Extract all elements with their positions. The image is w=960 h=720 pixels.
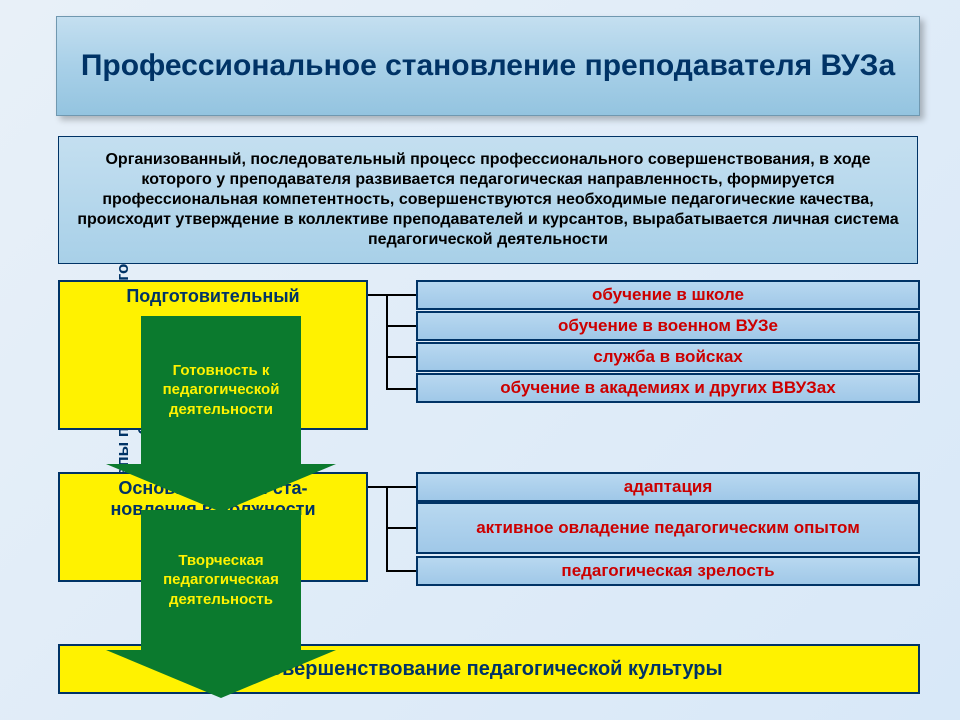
- item-label: адаптация: [624, 478, 713, 497]
- connector: [386, 388, 416, 390]
- item-maturity: педагогическая зрелость: [416, 556, 920, 586]
- connector: [368, 486, 386, 488]
- connector: [368, 294, 386, 296]
- item-label: обучение в школе: [592, 286, 744, 305]
- title-panel: Профессиональное становление преподавате…: [56, 16, 920, 116]
- connector: [386, 570, 416, 572]
- connector: [386, 356, 416, 358]
- item-adaptation: адаптация: [416, 472, 920, 502]
- arrow-creative: Творческая педагогическая деятельность: [106, 510, 336, 698]
- description-panel: Организованный, последовательный процесс…: [58, 136, 918, 264]
- arrow-readiness: Готовность к педагогической деятельности: [106, 316, 336, 512]
- connector: [386, 325, 416, 327]
- description-text: Организованный, последовательный процесс…: [71, 150, 905, 250]
- stage-label: Подготовительный: [126, 286, 299, 307]
- item-label: активное овладение педагогическим опытом: [476, 519, 860, 538]
- connector: [386, 527, 416, 529]
- item-label: служба в войсках: [593, 348, 743, 367]
- connector: [386, 486, 388, 572]
- item-academies: обучение в академиях и других ВВУЗах: [416, 373, 920, 403]
- arrow-head-icon: [106, 464, 336, 512]
- connector: [386, 294, 388, 390]
- item-label: педагогическая зрелость: [561, 562, 774, 581]
- page-title: Профессиональное становление преподавате…: [81, 48, 895, 84]
- item-label: обучение в академиях и других ВВУЗах: [500, 379, 835, 398]
- item-military-uni: обучение в военном ВУЗе: [416, 311, 920, 341]
- arrow-head-icon: [106, 650, 336, 698]
- connector: [386, 486, 416, 488]
- item-service: служба в войсках: [416, 342, 920, 372]
- connector: [386, 294, 416, 296]
- item-label: обучение в военном ВУЗе: [558, 317, 778, 336]
- arrow-label: Готовность к педагогической деятельности: [141, 316, 301, 464]
- arrow-label: Творческая педагогическая деятельность: [141, 510, 301, 650]
- item-mastery: активное овладение педагогическим опытом: [416, 502, 920, 554]
- item-school: обучение в школе: [416, 280, 920, 310]
